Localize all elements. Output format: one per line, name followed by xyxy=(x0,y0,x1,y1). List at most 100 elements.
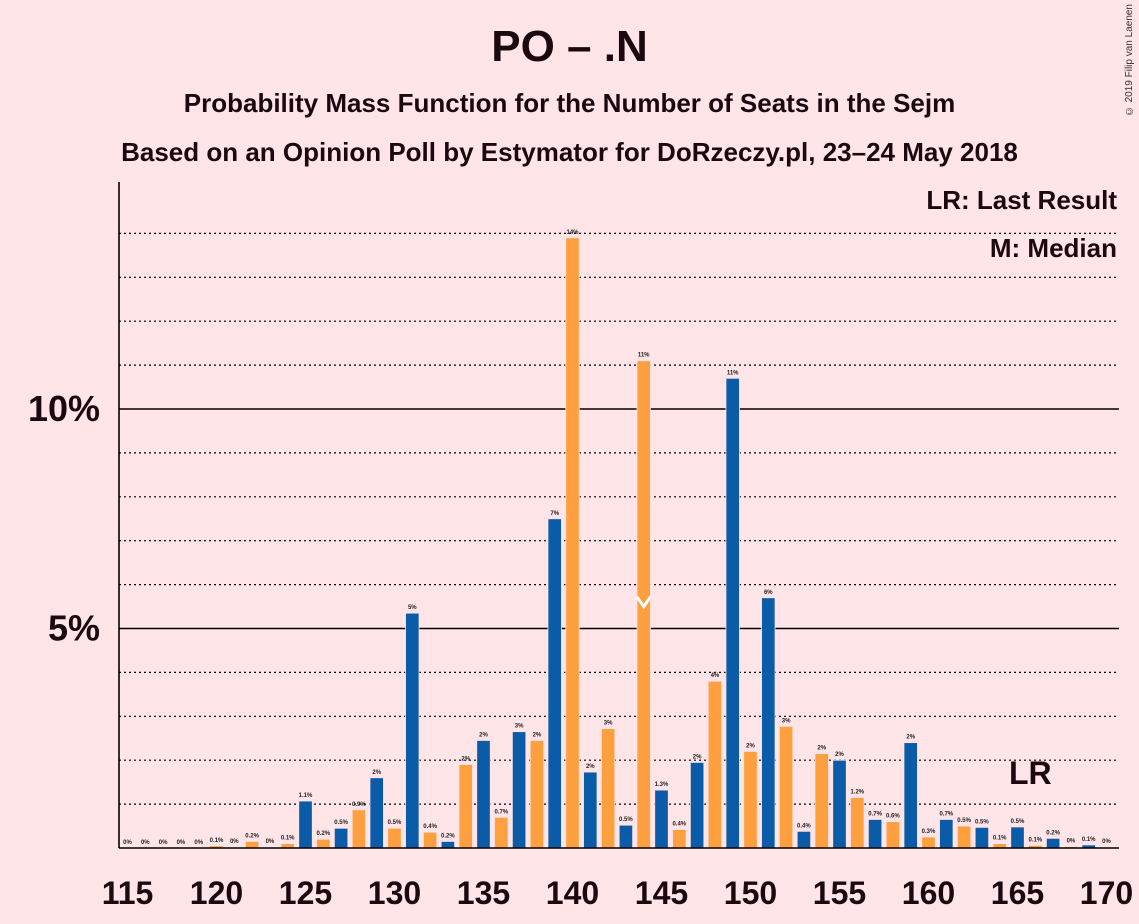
bar-seat-148 xyxy=(707,680,723,849)
chart-subtitle-1: Probability Mass Function for the Number… xyxy=(183,88,956,118)
x-tick-label: 155 xyxy=(813,875,866,911)
bar-value-label: 0.1% xyxy=(210,838,224,844)
bar-seat-127 xyxy=(333,827,349,849)
x-tick-label: 150 xyxy=(724,875,777,911)
x-tick-label: 170 xyxy=(1080,875,1133,911)
bar-seat-149 xyxy=(725,377,740,849)
y-tick-label: 10% xyxy=(28,388,100,429)
bar-value-label: 0.1% xyxy=(1082,837,1096,843)
bar-value-label: 2% xyxy=(479,732,488,738)
bar-value-label: 0% xyxy=(266,839,275,845)
bar-value-label: 6% xyxy=(764,590,773,596)
bar-seat-134 xyxy=(458,764,473,849)
bar-value-label: 0.2% xyxy=(441,833,455,839)
bar-seat-142 xyxy=(600,728,616,849)
bar-seat-147 xyxy=(689,761,705,849)
bar-value-label: 0.2% xyxy=(1046,830,1060,836)
x-tick-label: 135 xyxy=(457,875,510,911)
bar-value-label: 0.2% xyxy=(316,831,330,837)
bar-seat-135 xyxy=(476,740,491,849)
bar-value-label: 0% xyxy=(194,840,203,846)
bar-value-label: 0.1% xyxy=(281,836,295,842)
bar-seat-163 xyxy=(974,826,990,849)
bar-value-label: 0% xyxy=(1067,839,1076,845)
bar-value-label: 2% xyxy=(461,757,470,763)
bar-seat-139 xyxy=(547,518,562,849)
bar-value-label: 0.6% xyxy=(886,814,900,820)
bar-value-label: 0% xyxy=(123,840,132,846)
bar-value-label: 0.3% xyxy=(922,829,936,835)
bar-value-label: 2% xyxy=(693,754,702,760)
last-result-marker: LR xyxy=(1009,755,1052,791)
x-tick-label: 130 xyxy=(368,875,421,911)
bar-seat-162 xyxy=(956,825,972,849)
bar-value-label: 0.5% xyxy=(334,820,348,826)
bar-seat-129 xyxy=(369,777,384,849)
bar-seat-126 xyxy=(316,838,331,849)
bar-value-label: 2% xyxy=(586,764,595,770)
bar-value-label: 7% xyxy=(550,511,559,517)
bar-value-label: 5% xyxy=(408,605,417,611)
bar-value-label: 2% xyxy=(906,735,915,741)
x-tick-label: 140 xyxy=(546,875,599,911)
bar-seat-140 xyxy=(565,237,580,849)
bar-value-label: 3% xyxy=(604,721,613,727)
bar-seat-151 xyxy=(761,597,776,849)
bar-value-label: 0.7% xyxy=(494,809,508,815)
bar-seat-167 xyxy=(1045,837,1061,849)
bar-seat-152 xyxy=(778,725,794,849)
bar-value-label: 0.5% xyxy=(1011,819,1025,825)
bar-value-label: 0% xyxy=(230,839,239,845)
y-tick-label: 5% xyxy=(48,608,100,649)
x-tick-label: 165 xyxy=(991,875,1044,911)
legend-last-result: LR: Last Result xyxy=(926,185,1117,215)
bar-value-label: 0.5% xyxy=(975,819,989,825)
bar-value-label: 2% xyxy=(746,743,755,749)
bar-value-label: 0.4% xyxy=(672,822,686,828)
bar-value-label: 0% xyxy=(159,840,168,846)
bar-seat-125 xyxy=(298,800,313,849)
bar-seat-133 xyxy=(440,841,456,849)
bar-value-label: 0.5% xyxy=(619,817,633,823)
bar-value-label: 11% xyxy=(638,353,650,359)
x-tick-label: 125 xyxy=(279,875,332,911)
bar-seat-145 xyxy=(654,789,669,849)
bar-value-label: 0% xyxy=(177,840,186,846)
bar-value-label: 4% xyxy=(711,673,720,679)
bar-seat-131 xyxy=(405,612,420,849)
chart-subtitle-2: Based on an Opinion Poll by Estymator fo… xyxy=(121,137,1018,167)
bar-value-label: 3% xyxy=(782,718,791,724)
bar-value-label: 3% xyxy=(515,724,524,730)
x-tick-label: 120 xyxy=(190,875,243,911)
bar-seat-158 xyxy=(885,821,901,849)
bar-seat-160 xyxy=(921,836,936,849)
bar-value-label: 0.9% xyxy=(352,802,366,808)
bar-value-label: 0% xyxy=(141,840,150,846)
bar-seat-157 xyxy=(867,819,883,849)
bar-seat-161 xyxy=(939,819,954,849)
bar-value-label: 0.4% xyxy=(797,823,811,829)
bar-value-label: 0.2% xyxy=(245,833,259,839)
bar-seat-141 xyxy=(583,771,598,849)
bar-seat-150 xyxy=(743,751,758,849)
bar-seat-154 xyxy=(814,753,829,849)
bar-value-label: 11% xyxy=(727,370,739,376)
bar-seat-165 xyxy=(1010,826,1025,849)
bar-value-label: 2% xyxy=(533,732,542,738)
legend-median: M: Median xyxy=(990,233,1117,263)
bar-value-label: 0.5% xyxy=(388,820,402,826)
bar-value-label: 0.7% xyxy=(939,811,953,817)
bar-seat-137 xyxy=(511,731,527,849)
bar-value-label: 0.1% xyxy=(993,836,1007,842)
x-tick-label: 115 xyxy=(102,875,154,911)
bar-seat-128 xyxy=(351,809,367,849)
bar-seat-159 xyxy=(903,742,918,849)
bar-seat-155 xyxy=(832,759,847,849)
bar-value-label: 2% xyxy=(817,746,826,752)
bar-seat-132 xyxy=(422,831,438,849)
bar-value-label: 0% xyxy=(1102,839,1111,845)
bar-seat-136 xyxy=(494,816,509,849)
bar-value-label: 0.7% xyxy=(868,811,882,817)
bar-value-label: 1.3% xyxy=(655,782,669,788)
